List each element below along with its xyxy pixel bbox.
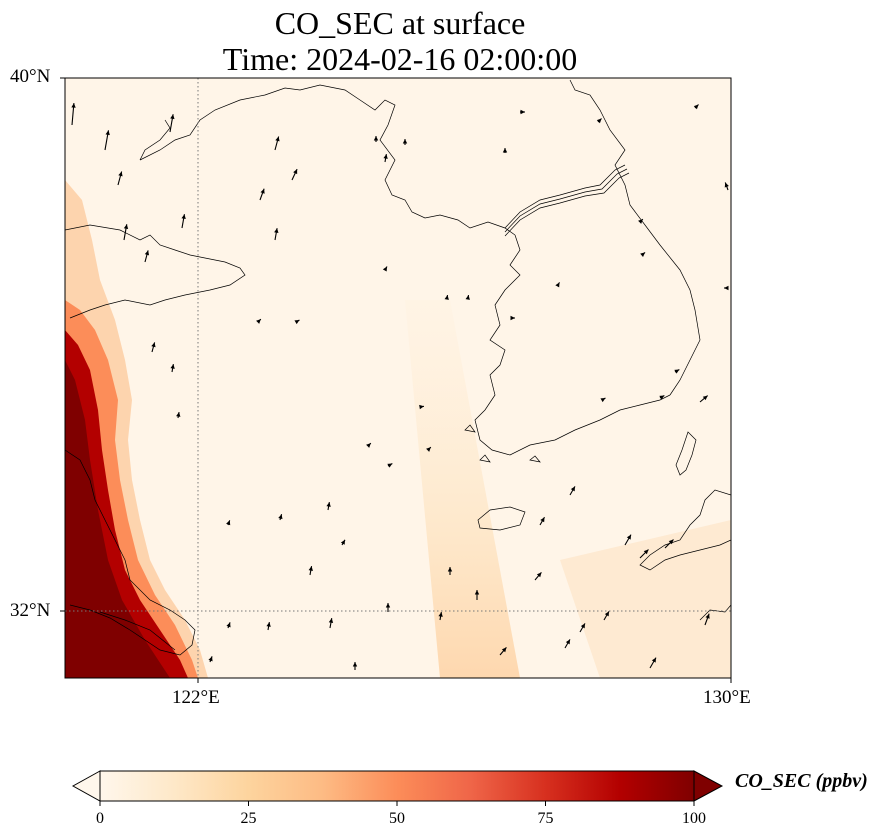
wind-arrow-head (724, 285, 729, 291)
wind-arrow-head (693, 104, 699, 110)
wind-arrow-head (674, 369, 680, 374)
wind-arrow-head (105, 130, 110, 136)
co-high-core (65, 360, 170, 678)
wind-arrow-head (275, 136, 280, 142)
wind-arrow-head (208, 656, 213, 662)
colorbar-tick-label-100: 100 (682, 810, 706, 827)
wind-arrow-head (170, 114, 175, 120)
wind-arrow-head (226, 622, 231, 628)
wind-arrow-head (151, 342, 156, 348)
lat-label-40n: 40°N (10, 66, 51, 87)
map-title: CO_SEC at surface (274, 5, 526, 41)
lon-label-122e: 122°E (172, 687, 220, 708)
wind-arrow-head (501, 647, 507, 653)
wind-arrow-head (640, 252, 646, 258)
wind-arrow-head (71, 103, 76, 108)
colorbar-tick-marks (99, 801, 695, 806)
co-plume-central (405, 300, 520, 678)
wind-arrow-head (308, 566, 313, 571)
wind-arrow-head (705, 613, 710, 619)
wind-arrow-head (383, 154, 388, 159)
wind-arrow-head (352, 662, 358, 667)
wind-arrow-head (328, 618, 334, 623)
colorbar (100, 771, 694, 801)
wind-arrow-head (373, 136, 379, 141)
wind-arrow-head (626, 534, 631, 540)
map-frame (64, 77, 732, 679)
wind-arrow-head (659, 395, 665, 400)
wind-arrow-head (170, 364, 175, 369)
colorbar-extend-high (693, 770, 724, 802)
wind-arrow-head (266, 622, 271, 627)
wind-vectors (71, 103, 729, 670)
wind-arrow-head (278, 514, 283, 520)
wind-arrow-head (144, 250, 150, 256)
wind-arrow-head (402, 139, 408, 144)
colorbar-tick-label-75: 75 (537, 810, 554, 827)
wind-arrow-head (502, 148, 508, 153)
wind-arrow-head (724, 182, 729, 188)
wind-arrow-head (294, 320, 300, 325)
wind-arrow-head (474, 590, 480, 595)
wind-arrow-head (123, 224, 129, 230)
wind-arrow-head (702, 395, 708, 401)
wind-arrow-head (387, 463, 393, 468)
wind-arrow-head (176, 412, 181, 417)
wind-arrow-head (465, 295, 470, 300)
lat-label-32n: 32°N (10, 600, 51, 621)
wind-arrow-head (293, 169, 298, 175)
wind-arrow-head (536, 572, 542, 578)
wind-arrow-head (520, 109, 525, 115)
wind-arrow-head (385, 603, 391, 608)
wind-arrow-head (580, 623, 585, 629)
wind-arrow-head (638, 219, 643, 224)
wind-arrow-head (540, 517, 545, 523)
wind-arrow-head (181, 214, 186, 220)
wind-arrow-head (426, 447, 431, 452)
wind-arrow-head (643, 549, 649, 555)
wind-arrow-head (226, 520, 231, 526)
colorbar-label: CO_SEC (ppbv) (735, 770, 868, 792)
colorbar-tick-label-50: 50 (389, 810, 405, 827)
wind-arrow-head (118, 171, 123, 177)
wind-arrow-head (382, 266, 387, 272)
wind-arrow-head (340, 539, 345, 545)
wind-arrow-head (447, 567, 453, 572)
wind-arrow-head (274, 228, 279, 233)
colorbar-extend-low (71, 770, 101, 802)
wind-arrow-head (570, 486, 575, 492)
wind-arrow-head (366, 443, 371, 448)
colorbar-tick-label-25: 25 (240, 810, 257, 827)
wind-arrow-head (444, 295, 449, 300)
wind-arrow-head (596, 118, 602, 124)
wind-arrow-head (256, 319, 261, 324)
lon-label-130e: 130°E (703, 687, 751, 708)
wind-arrow-head (326, 502, 331, 507)
co-plume-southeast (560, 520, 731, 678)
wind-arrow-head (604, 611, 609, 617)
colorbar-tick-label-0: 0 (96, 810, 104, 827)
wind-arrow-head (260, 188, 265, 194)
coastlines (65, 79, 731, 656)
wind-arrow-head (510, 315, 515, 321)
wind-arrow-head (651, 657, 656, 663)
wind-arrow-head (419, 404, 424, 410)
map-time-subtitle: Time: 2024-02-16 02:00:00 (222, 41, 578, 77)
wind-arrow-head (600, 398, 606, 403)
wind-arrow-head (565, 639, 570, 645)
wind-arrow-head (668, 539, 674, 545)
wind-arrow-head (438, 612, 443, 617)
wind-arrow-head (555, 282, 560, 288)
